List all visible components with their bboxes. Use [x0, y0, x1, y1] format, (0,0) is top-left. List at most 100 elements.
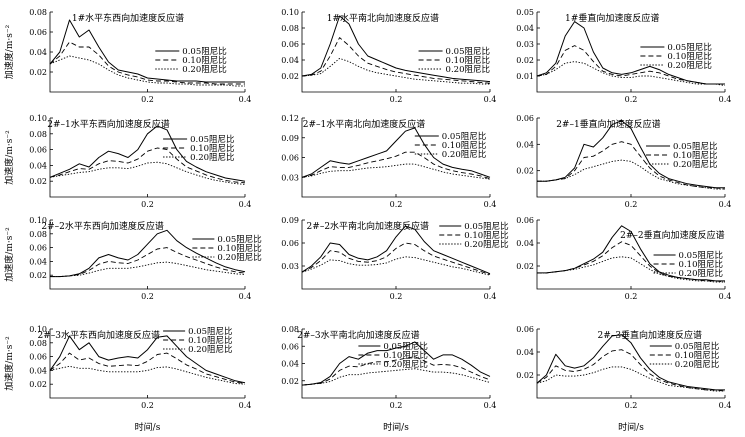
x-tick-label: 0.2 — [625, 401, 638, 410]
x-tick-label: 0.2 — [390, 292, 403, 301]
chart-panel-12: 0.020.040.060.2 0.42#–3垂直向加速度反应谱0.05阻尼比0.… — [516, 325, 731, 410]
x-tick-label: 0.4 — [484, 200, 497, 209]
x-axis-label: 时间/s — [135, 421, 161, 433]
series-line-1 — [536, 334, 725, 391]
legend-entry: 0.10阻尼比 — [442, 140, 486, 151]
x-tick-label: 0.2 — [625, 292, 638, 301]
y-tick-label: 0.04 — [29, 366, 47, 375]
chart-panel-6: 0.020.040.060.2 0.42#–1垂直向加速度反应谱0.05阻尼比0.… — [516, 114, 731, 209]
series-line-1 — [301, 225, 491, 275]
chart-title: 1#水平南北向加速度反应谱 — [327, 12, 439, 24]
chart-title: 2#–2水平东西向加速度反应谱 — [41, 220, 164, 232]
y-tick-label: 0.02 — [29, 271, 47, 280]
legend-entry: 0.05阻尼比 — [464, 221, 508, 232]
legend-entry: 0.20阻尼比 — [446, 64, 490, 75]
x-tick-label: 0.4 — [484, 401, 497, 410]
chart-panel-8: 0.03 0.06 0.09 0.2 0.4 2#–2水平南北向加速度反应谱 0.05阻尼比… — [281, 216, 508, 301]
y-tick-label: 0.05 — [516, 8, 534, 17]
series-line-3 — [536, 366, 725, 392]
x-tick-label: 0.2 — [141, 401, 154, 410]
legend-entry: 0.20阻尼比 — [679, 268, 723, 279]
chart-panel-4: 0.02 0.04 0.06 0.08 0.10 0.2 0.4 2#–1水平东西向加速度反应… — [29, 114, 251, 209]
axes — [49, 329, 245, 399]
legend-entry: 0.10阻尼比 — [667, 51, 711, 62]
y-tick-label: 0.02 — [516, 167, 534, 176]
legend-entry: 0.05阻尼比 — [217, 234, 261, 245]
series-line-2 — [536, 45, 725, 85]
y-tick-label: 0.08 — [281, 24, 299, 33]
legend-entry: 0.05阻尼比 — [182, 46, 226, 57]
x-tick-label: 0.2 — [625, 200, 638, 209]
series-line-3 — [537, 159, 725, 190]
y-tick-label: 0.06 — [516, 325, 534, 334]
series-line-3 — [301, 57, 490, 85]
series-line-3 — [49, 55, 245, 87]
series-line-2 — [49, 41, 245, 85]
axes — [536, 12, 725, 93]
series-line-2 — [49, 352, 246, 384]
chart-panel-9: 0.020.040.060.2 0.42#–2垂直向加速度反应谱0.05阻尼比0.… — [516, 216, 731, 301]
series-line-1 — [301, 127, 491, 178]
chart-panel-5: 0.03 0.06 0.09 0.12 0.2 0.4 2#–1水平南北向加速度反应谱 0.0… — [281, 114, 496, 209]
x-tick-label: 0.4 — [719, 401, 732, 410]
axes — [301, 118, 490, 198]
series-line-3 — [301, 163, 491, 180]
x-tick-label: 0.2 — [390, 95, 403, 104]
y-tick-label: 0.06 — [29, 146, 47, 155]
y-tick-label: 0.04 — [29, 161, 47, 170]
y-tick-label: 0.04 — [281, 56, 299, 65]
legend-entry: 0.10阻尼比 — [679, 259, 723, 270]
x-tick-label: 0.4 — [719, 200, 732, 209]
legend-entry: 0.05阻尼比 — [188, 326, 232, 337]
axes — [49, 12, 245, 93]
series-line-2 — [301, 37, 491, 84]
series-line-2 — [301, 242, 491, 275]
x-tick-label: 0.2 — [390, 200, 403, 209]
series-line-1 — [50, 229, 246, 278]
y-tick-label: 0.08 — [29, 130, 47, 139]
x-axis-label: 时间/s — [618, 421, 644, 433]
chart-panel-1: 0.02 0.04 0.06 0.08 0.2 0.4 1#水平东西向加速度反应谱 0.05阻… — [29, 8, 251, 104]
legend-entry: 0.05阻尼比 — [675, 341, 719, 352]
legend-entry: 0.10阻尼比 — [446, 55, 490, 66]
series-line-3 — [49, 161, 246, 185]
chart-title: 2#–1水平东西向加速度反应谱 — [47, 118, 170, 130]
chart-title: 2#–3水平南北向加速度反应谱 — [297, 329, 420, 341]
y-tick-label: 0.02 — [29, 68, 47, 77]
x-tick-label: 0.4 — [239, 95, 252, 104]
chart-title: 1#垂直向加速度反应谱 — [565, 12, 659, 24]
y-axis-label: 加速度/m·s⁻² — [3, 336, 15, 391]
x-tick-label: 0.2 — [141, 292, 154, 301]
series-line-1 — [49, 335, 246, 384]
y-tick-label: 0.03 — [516, 40, 534, 49]
series-line-2 — [301, 151, 491, 180]
y-tick-label: 0.06 — [29, 28, 47, 37]
y-tick-label: 0.08 — [29, 339, 47, 348]
legend-entry: 0.10阻尼比 — [217, 243, 261, 254]
series-line-3 — [537, 256, 725, 283]
legend-entry: 0.10阻尼比 — [190, 143, 234, 154]
series-line-3 — [49, 365, 246, 385]
legend-entry: 0.20阻尼比 — [673, 159, 717, 170]
y-tick-label: 0.08 — [29, 8, 47, 17]
chart-title: 1#水平东西向加速度反应谱 — [72, 12, 184, 24]
legend-entry: 0.20阻尼比 — [188, 344, 232, 355]
legend-entry: 0.05阻尼比 — [679, 250, 723, 261]
axes — [301, 329, 490, 399]
legend-entry: 0.20阻尼比 — [675, 359, 719, 370]
y-tick-label: 0.02 — [29, 380, 47, 389]
legend-entry: 0.05阻尼比 — [442, 131, 486, 142]
y-tick-label: 0.10 — [29, 325, 47, 334]
chart-panel-3: 0.01 0.02 0.03 0.04 0.05 0.2 0.4 1#垂直向加速度反应谱 0.0… — [516, 8, 731, 104]
x-tick-label: 0.4 — [719, 95, 732, 104]
y-tick-label: 0.04 — [516, 140, 534, 149]
x-tick-label: 0.4 — [719, 292, 732, 301]
y-tick-label: 0.04 — [516, 239, 534, 248]
legend-entry: 0.10阻尼比 — [383, 350, 427, 361]
x-tick-label: 0.2 — [141, 95, 154, 104]
series-line-2 — [301, 356, 491, 386]
y-tick-label: 0.06 — [29, 244, 47, 253]
series-line-1 — [49, 125, 246, 182]
legend-entry: 0.05阻尼比 — [190, 134, 234, 145]
